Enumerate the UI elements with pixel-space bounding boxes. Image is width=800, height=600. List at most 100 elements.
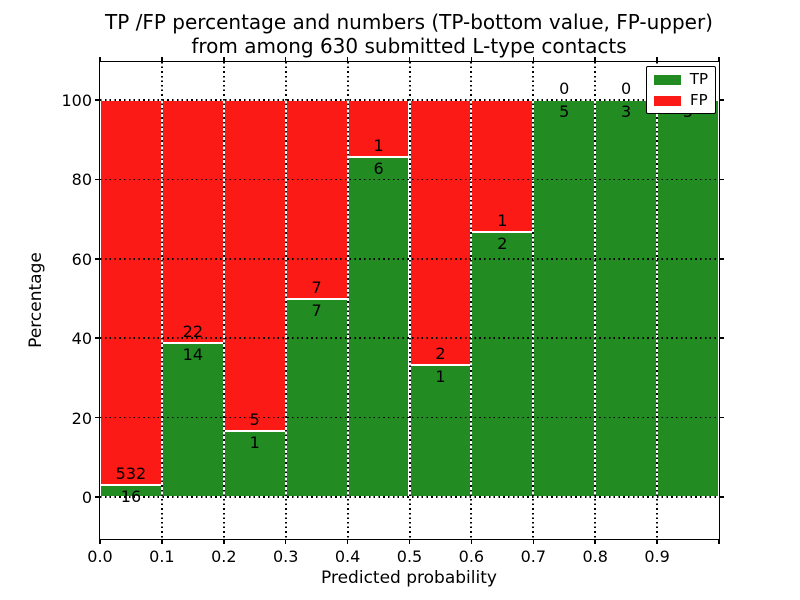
x-axis-tick <box>718 539 720 544</box>
vertical-gridline <box>346 62 349 539</box>
bar-segment-tp <box>595 100 658 497</box>
legend-label-fp: FP <box>690 91 708 109</box>
y-axis-tick-right <box>719 258 724 260</box>
vertical-gridline <box>222 62 225 539</box>
y-axis-tick <box>95 99 100 101</box>
x-axis-tick <box>532 539 535 544</box>
bar-segment-tp <box>347 156 410 497</box>
x-axis-tick-top <box>284 57 287 62</box>
fp-count-label: 0 <box>559 79 570 98</box>
bar-segment-tp <box>533 100 596 497</box>
x-axis-tick <box>470 539 473 544</box>
x-axis-tick <box>346 539 349 544</box>
x-tick-label: 0.2 <box>211 547 237 566</box>
y-axis-label: Percentage <box>26 252 46 348</box>
y-axis-tick-right <box>719 99 724 101</box>
x-tick-label: 0.9 <box>644 547 670 566</box>
x-axis-tick <box>656 539 658 544</box>
legend-item-tp: TP <box>654 72 708 87</box>
x-axis-tick <box>223 539 225 544</box>
x-axis-tick <box>408 539 411 544</box>
tp-count-label: 7 <box>311 300 322 320</box>
x-axis-tick-top <box>408 57 411 62</box>
x-tick-label: 0.8 <box>582 547 608 566</box>
y-axis-tick <box>95 337 100 339</box>
fp-count-label: 532 <box>115 464 147 484</box>
vertical-gridline <box>160 62 163 539</box>
y-axis-tick <box>95 496 100 498</box>
y-axis-tick-right <box>719 416 724 419</box>
legend-item-fp: FP <box>654 93 708 108</box>
x-axis-tick-top <box>594 57 596 62</box>
x-tick-label: 0.1 <box>149 547 175 566</box>
tp-count-label: 5 <box>559 102 570 121</box>
x-axis-tick-top <box>656 57 658 62</box>
tp-count-label: 6 <box>373 158 384 178</box>
x-axis-tick-top <box>99 57 101 62</box>
x-tick-label: 0.0 <box>87 547 113 566</box>
fp-count-label: 2 <box>435 343 446 363</box>
x-tick-label: 0.3 <box>272 547 299 566</box>
bar-segment-tp <box>471 232 534 497</box>
tp-swatch-icon <box>654 74 681 85</box>
tp-count-label: 14 <box>182 344 204 364</box>
fp-count-label: 1 <box>497 211 508 231</box>
horizontal-gridline <box>100 337 719 339</box>
x-axis-tick-top <box>532 57 535 62</box>
vertical-gridline <box>408 62 411 539</box>
bar-segment-fp <box>161 100 224 343</box>
tp-count-label: 16 <box>120 487 142 507</box>
bar-segment-fp <box>409 100 472 365</box>
y-tick-label: 40 <box>71 329 92 349</box>
tp-count-label: 3 <box>621 102 632 121</box>
chart-title-line2: from among 630 submitted L-type contacts <box>191 34 627 58</box>
x-axis-tick <box>284 539 287 544</box>
horizontal-gridline <box>100 258 719 260</box>
y-tick-label: 0 <box>81 488 92 507</box>
y-tick-label: 100 <box>61 91 92 110</box>
bar-segment-fp <box>100 100 162 486</box>
vertical-gridline <box>532 62 535 539</box>
legend: TP FP <box>646 66 716 114</box>
y-axis-tick <box>95 416 100 419</box>
horizontal-gridline <box>100 178 719 181</box>
x-axis-tick-top <box>346 57 349 62</box>
y-tick-label: 20 <box>71 408 92 428</box>
fp-count-label: 0 <box>621 79 632 98</box>
x-tick-label: 0.4 <box>334 547 361 566</box>
fp-count-label: 5 <box>249 409 260 429</box>
x-axis-tick <box>594 539 596 544</box>
y-axis-tick-right <box>719 337 724 339</box>
x-axis-tick-top <box>470 57 473 62</box>
vertical-gridline <box>656 62 659 539</box>
fp-count-label: 1 <box>373 135 384 155</box>
y-tick-label: 80 <box>71 170 92 190</box>
y-axis-tick-right <box>719 178 724 181</box>
tp-count-label: 2 <box>497 234 508 254</box>
y-axis-tick <box>95 178 100 181</box>
horizontal-gridline <box>100 496 719 498</box>
chart-title: TP /FP percentage and numbers (TP-bottom… <box>18 10 800 58</box>
vertical-gridline <box>284 62 287 539</box>
x-tick-label: 0.5 <box>396 547 423 566</box>
horizontal-gridline <box>100 416 719 419</box>
bar-segment-fp <box>223 100 286 431</box>
bar-segment-tp <box>285 298 348 497</box>
x-axis-tick-top <box>223 57 225 62</box>
chart-title-line1: TP /FP percentage and numbers (TP-bottom… <box>105 10 713 34</box>
x-axis-tick <box>99 539 101 544</box>
fp-count-label: 22 <box>182 321 204 341</box>
x-tick-label: 0.6 <box>458 547 485 566</box>
horizontal-gridline <box>100 99 719 101</box>
fp-swatch-icon <box>654 95 681 106</box>
x-tick-label: 0.7 <box>520 547 547 566</box>
x-axis-tick-top <box>161 57 163 62</box>
x-axis-tick-top <box>718 57 720 62</box>
legend-label-tp: TP <box>689 70 708 88</box>
vertical-gridline <box>594 62 597 539</box>
bar-segment-fp <box>285 100 348 299</box>
tp-count-label: 1 <box>249 432 260 452</box>
y-axis-tick <box>95 258 100 260</box>
x-axis-tick <box>161 539 163 544</box>
